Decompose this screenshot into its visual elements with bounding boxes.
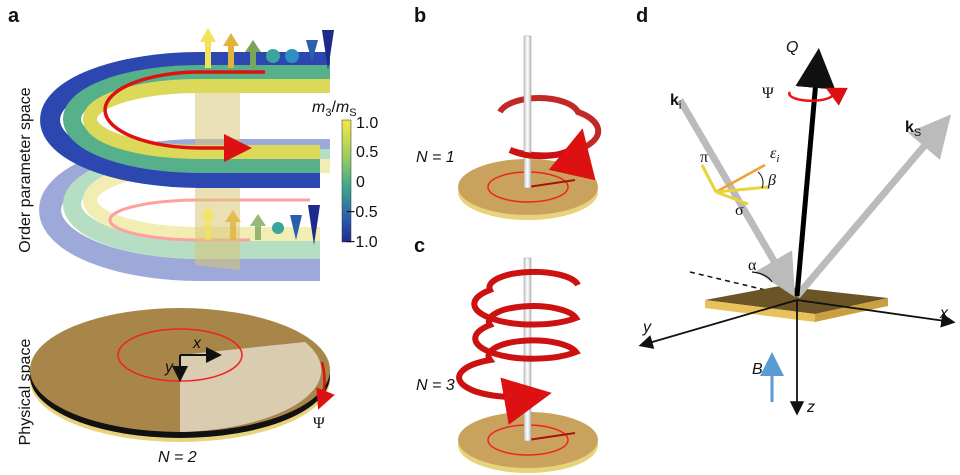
colorbar-tick: 0 xyxy=(356,174,365,191)
panel-label: d xyxy=(636,5,648,27)
panel-d: d Q Ψ ki kS π εi β σ α x y z B xyxy=(636,5,952,416)
alpha-label: α xyxy=(748,257,757,274)
upper-spiral-layer xyxy=(50,62,330,178)
epsilon-label-part: i xyxy=(776,153,779,165)
axis-label: z xyxy=(806,399,815,416)
winding-label: N = 2 xyxy=(158,449,197,466)
q-vector xyxy=(797,58,818,296)
ks-label-part: S xyxy=(914,127,921,139)
panel-label: b xyxy=(414,5,426,27)
panel-b-part xyxy=(524,36,531,188)
colorbar-tick: −1.0 xyxy=(346,234,378,251)
panel-label: a xyxy=(8,5,20,27)
psi-rotation xyxy=(789,90,833,101)
winding-label: N = 3 xyxy=(416,377,455,394)
panel-c-part xyxy=(459,272,578,397)
axis-label: y xyxy=(642,319,652,336)
q-label: Q xyxy=(786,39,798,56)
colorbar-tick: 0.5 xyxy=(356,144,378,161)
spin-arrows-part xyxy=(285,49,299,63)
panel-b: b N = 1 xyxy=(414,5,598,220)
axis-label: y xyxy=(164,359,174,376)
ks-label-part: k xyxy=(905,119,914,136)
axis-label: Physical space xyxy=(17,339,34,446)
sigma-label: σ xyxy=(735,202,744,219)
pi-label: π xyxy=(700,149,708,166)
polarization-part xyxy=(758,172,763,188)
colorbar-tick: 1.0 xyxy=(356,115,378,132)
panel-c: c N = 3 xyxy=(414,235,598,473)
spin-arrows-part xyxy=(272,222,284,234)
psi-label: Ψ xyxy=(762,85,774,102)
panel-label: c xyxy=(414,235,425,257)
axis-label: x xyxy=(939,305,949,322)
physical-disc xyxy=(30,308,330,442)
psi-label: Ψ xyxy=(313,415,325,432)
colorbar-label-part: m xyxy=(312,99,325,116)
panel-a: a Order parameter space Physical space m… xyxy=(8,5,378,466)
field-label: B xyxy=(752,361,763,378)
ks-label: kS xyxy=(905,119,921,139)
colorbar-label-part: m xyxy=(336,99,349,116)
figure: a Order parameter space Physical space m… xyxy=(0,0,960,475)
panel-c-part xyxy=(524,258,531,441)
colorbar: m3/mS 1.0 0.5 0 −0.5 −1.0 xyxy=(312,99,378,251)
polarization xyxy=(702,165,768,204)
ki-label: ki xyxy=(670,92,681,112)
polarization-part xyxy=(702,165,716,192)
ki-label-part: k xyxy=(670,92,679,109)
axis-label: Order parameter space xyxy=(17,87,34,253)
incident-beam xyxy=(680,100,788,285)
colorbar-part xyxy=(342,120,351,242)
beta-label: β xyxy=(767,172,776,189)
epsilon-label: εi xyxy=(770,145,779,165)
axis-label: x xyxy=(192,335,202,352)
ki-label-part: i xyxy=(679,100,681,112)
scattered-beam xyxy=(797,125,942,296)
panel-b-part xyxy=(500,98,598,155)
colorbar-label: m3/mS xyxy=(312,99,357,119)
colorbar-tick: −0.5 xyxy=(346,204,378,221)
spin-arrows-part xyxy=(266,49,280,63)
winding-label: N = 1 xyxy=(416,149,455,166)
